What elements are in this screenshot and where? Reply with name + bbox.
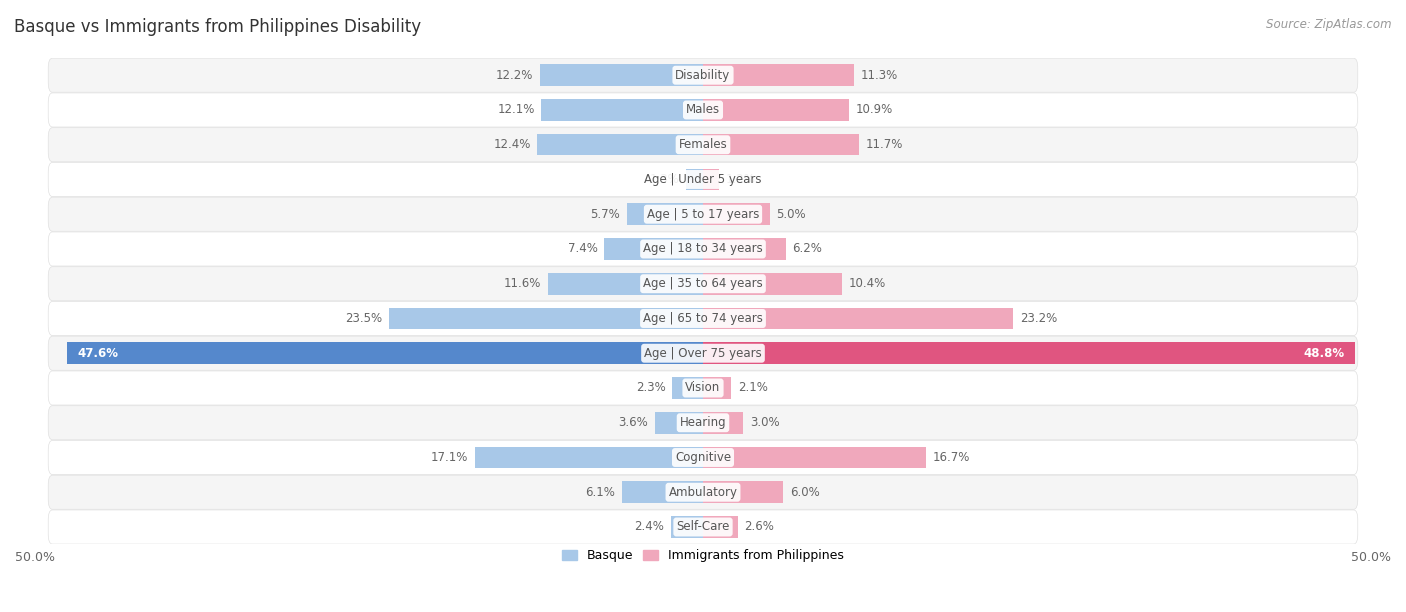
Bar: [686, 169, 703, 190]
Text: Source: ZipAtlas.com: Source: ZipAtlas.com: [1267, 18, 1392, 31]
Text: 6.1%: 6.1%: [585, 486, 614, 499]
Text: 11.3%: 11.3%: [860, 69, 898, 82]
Bar: [475, 447, 703, 468]
Bar: [703, 273, 842, 294]
Bar: [703, 377, 731, 399]
Text: 7.4%: 7.4%: [568, 242, 598, 255]
Text: 5.0%: 5.0%: [776, 207, 806, 221]
FancyBboxPatch shape: [48, 232, 1358, 266]
Text: 5.7%: 5.7%: [591, 207, 620, 221]
FancyBboxPatch shape: [48, 510, 1358, 544]
FancyBboxPatch shape: [48, 371, 1358, 405]
Text: 2.1%: 2.1%: [738, 381, 768, 395]
Bar: [627, 203, 703, 225]
Text: 1.2%: 1.2%: [725, 173, 755, 186]
FancyBboxPatch shape: [48, 302, 1358, 335]
Text: 3.0%: 3.0%: [749, 416, 779, 429]
Text: Age | Over 75 years: Age | Over 75 years: [644, 347, 762, 360]
Bar: [621, 482, 703, 503]
FancyBboxPatch shape: [48, 476, 1358, 509]
Bar: [671, 517, 703, 538]
Text: 10.9%: 10.9%: [855, 103, 893, 116]
Text: 6.0%: 6.0%: [790, 486, 820, 499]
Text: Age | Under 5 years: Age | Under 5 years: [644, 173, 762, 186]
Bar: [703, 169, 718, 190]
Bar: [67, 343, 703, 364]
Text: Age | 5 to 17 years: Age | 5 to 17 years: [647, 207, 759, 221]
Text: Hearing: Hearing: [679, 416, 727, 429]
Text: Age | 35 to 64 years: Age | 35 to 64 years: [643, 277, 763, 290]
Text: 3.6%: 3.6%: [619, 416, 648, 429]
Bar: [703, 343, 1355, 364]
Bar: [703, 308, 1012, 329]
Text: 50.0%: 50.0%: [1351, 551, 1391, 564]
Text: 47.6%: 47.6%: [77, 347, 118, 360]
Text: Females: Females: [679, 138, 727, 151]
Bar: [703, 517, 738, 538]
FancyBboxPatch shape: [48, 128, 1358, 162]
Text: Basque vs Immigrants from Philippines Disability: Basque vs Immigrants from Philippines Di…: [14, 18, 422, 36]
FancyBboxPatch shape: [48, 267, 1358, 300]
Text: Males: Males: [686, 103, 720, 116]
Text: Vision: Vision: [685, 381, 721, 395]
FancyBboxPatch shape: [48, 441, 1358, 474]
Bar: [703, 99, 849, 121]
Bar: [540, 64, 703, 86]
Text: 23.5%: 23.5%: [346, 312, 382, 325]
Text: 2.3%: 2.3%: [636, 381, 665, 395]
Bar: [703, 134, 859, 155]
FancyBboxPatch shape: [48, 162, 1358, 196]
Text: 2.4%: 2.4%: [634, 520, 664, 534]
Text: 17.1%: 17.1%: [430, 451, 468, 464]
Text: 12.4%: 12.4%: [494, 138, 530, 151]
Bar: [672, 377, 703, 399]
Text: Age | 65 to 74 years: Age | 65 to 74 years: [643, 312, 763, 325]
FancyBboxPatch shape: [48, 93, 1358, 127]
Text: 11.6%: 11.6%: [503, 277, 541, 290]
FancyBboxPatch shape: [48, 58, 1358, 92]
Bar: [655, 412, 703, 433]
Text: 12.1%: 12.1%: [498, 103, 534, 116]
Text: Disability: Disability: [675, 69, 731, 82]
Bar: [389, 308, 703, 329]
FancyBboxPatch shape: [48, 197, 1358, 231]
Text: Ambulatory: Ambulatory: [668, 486, 738, 499]
Legend: Basque, Immigrants from Philippines: Basque, Immigrants from Philippines: [557, 544, 849, 567]
Text: 16.7%: 16.7%: [932, 451, 970, 464]
Text: 6.2%: 6.2%: [793, 242, 823, 255]
Text: Self-Care: Self-Care: [676, 520, 730, 534]
Text: 12.2%: 12.2%: [496, 69, 533, 82]
Bar: [703, 447, 927, 468]
Bar: [703, 64, 853, 86]
Bar: [703, 238, 786, 259]
FancyBboxPatch shape: [48, 336, 1358, 370]
Bar: [703, 412, 744, 433]
Text: Age | 18 to 34 years: Age | 18 to 34 years: [643, 242, 763, 255]
Text: 23.2%: 23.2%: [1019, 312, 1057, 325]
Bar: [703, 203, 770, 225]
Text: 48.8%: 48.8%: [1303, 347, 1344, 360]
Bar: [537, 134, 703, 155]
Text: 2.6%: 2.6%: [744, 520, 775, 534]
Text: 1.3%: 1.3%: [650, 173, 679, 186]
Text: 10.4%: 10.4%: [849, 277, 886, 290]
Bar: [605, 238, 703, 259]
Text: 11.7%: 11.7%: [866, 138, 904, 151]
Text: 50.0%: 50.0%: [15, 551, 55, 564]
FancyBboxPatch shape: [48, 406, 1358, 440]
Bar: [548, 273, 703, 294]
Text: Cognitive: Cognitive: [675, 451, 731, 464]
Bar: [703, 482, 783, 503]
Bar: [541, 99, 703, 121]
